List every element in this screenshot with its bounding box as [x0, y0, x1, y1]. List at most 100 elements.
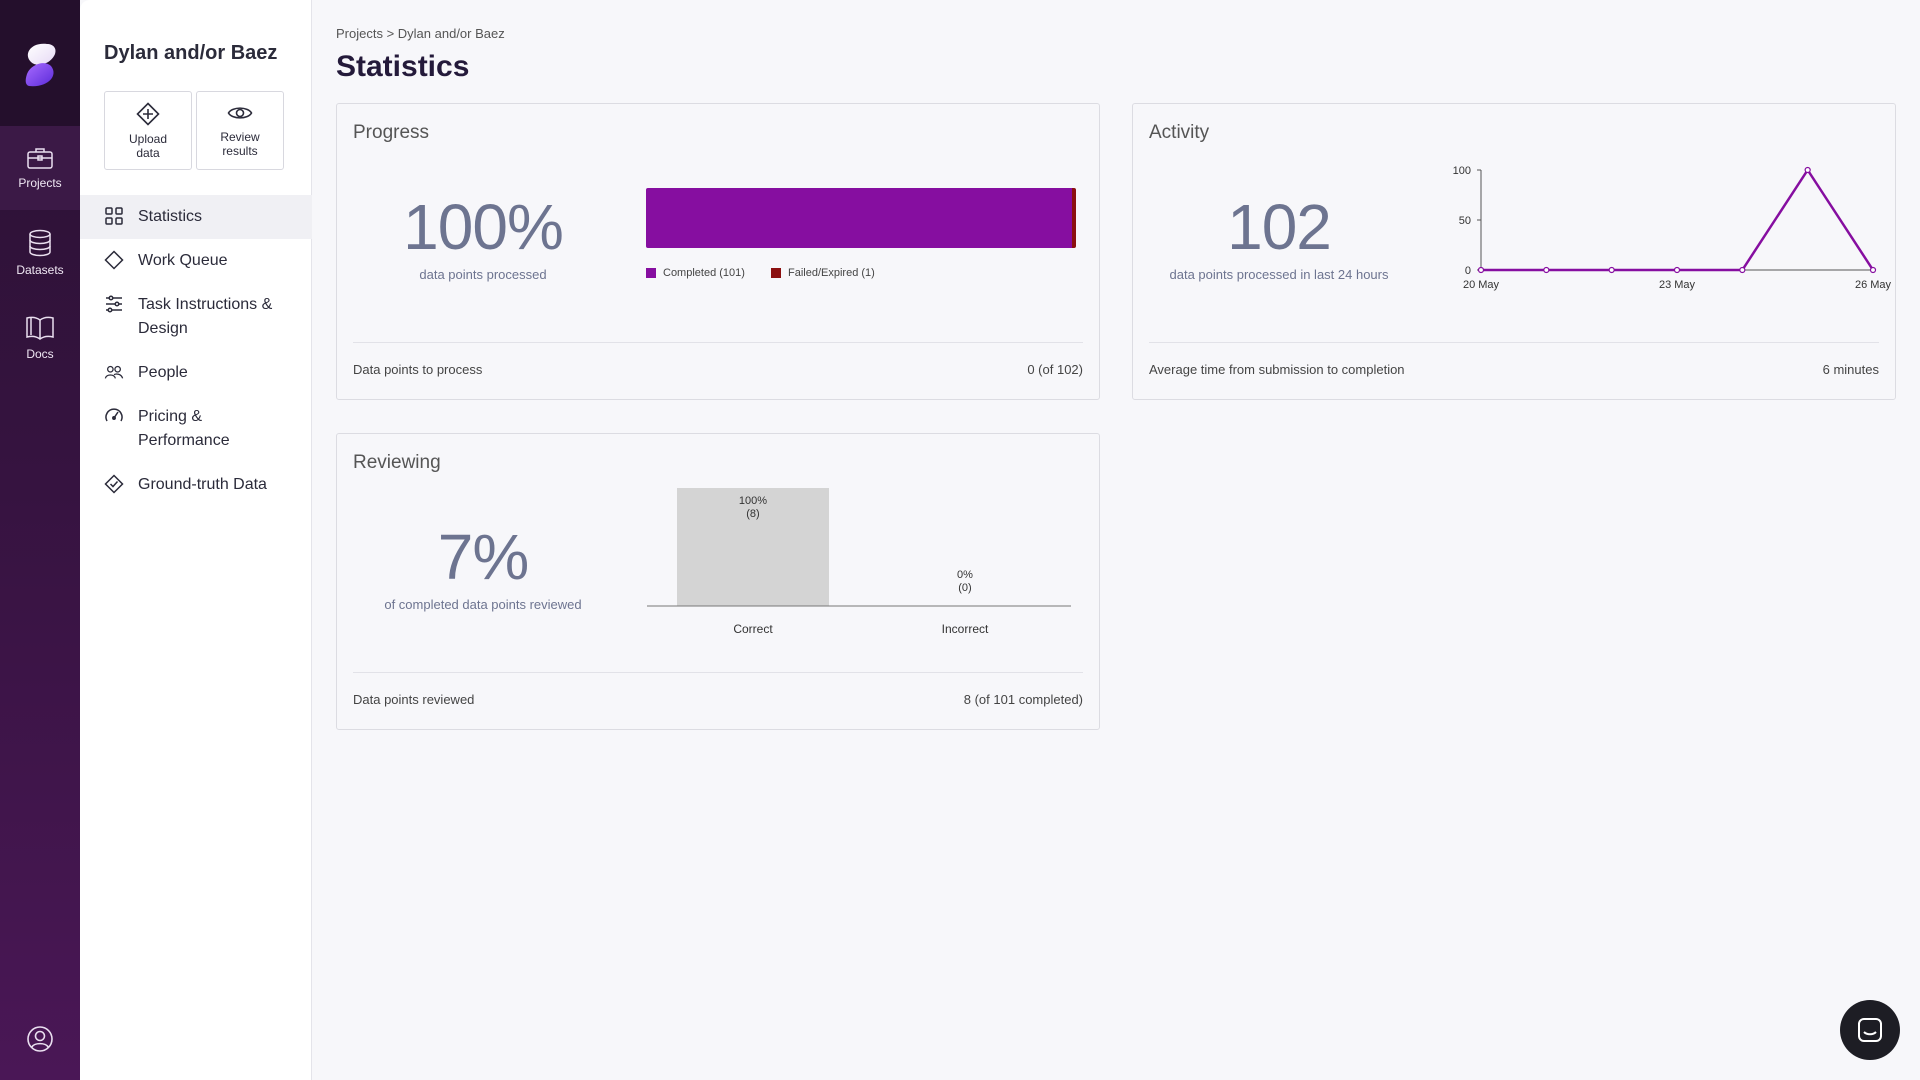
nav-label: Work Queue: [138, 252, 228, 269]
review-results-button[interactable]: Review results: [196, 91, 284, 170]
legend-label: Failed/Expired (1): [788, 267, 875, 279]
nav-label: Ground-truth Data: [138, 476, 267, 493]
project-title: Dylan and/or Baez: [104, 42, 278, 64]
divider: [353, 342, 1083, 343]
review-percent-label: of completed data points reviewed: [384, 597, 582, 612]
review-label-1: Review: [220, 130, 260, 144]
rail-item-label: Docs: [26, 347, 54, 361]
breadcrumb[interactable]: Projects > Dylan and/or Baez: [336, 26, 505, 41]
activity-point: [1869, 266, 1877, 274]
activity-line: [1481, 167, 1875, 272]
nav-item-people[interactable]: People: [80, 351, 312, 395]
legend-failed: Failed/Expired (1): [771, 267, 875, 279]
progress-bar-completed: [646, 188, 1072, 248]
rail-item-docs[interactable]: Docs: [0, 296, 80, 380]
progress-bar: [646, 188, 1076, 248]
nav-item-statistics[interactable]: Statistics: [80, 195, 312, 239]
diamond-icon: [104, 250, 124, 270]
reviewing-card: Reviewing 7% of completed data points re…: [336, 433, 1100, 730]
activity-point: [1804, 166, 1811, 174]
y-tick-label: 0: [1465, 265, 1471, 277]
account-button[interactable]: [0, 1014, 80, 1064]
footer-value: 0 (of 102): [1027, 362, 1083, 377]
nav-label-line1: Pricing &: [138, 408, 203, 425]
footer-value: 6 minutes: [1822, 362, 1879, 377]
rail-item-label: Datasets: [16, 263, 64, 277]
bar-data-label: (0): [958, 582, 971, 594]
nav-label: Statistics: [138, 208, 203, 225]
nav-label-line2: Performance: [138, 432, 230, 449]
footer-value: 8 (of 101 completed): [963, 692, 1083, 707]
progress-card: Progress 100% data points processed Comp…: [336, 103, 1100, 400]
project-nav: Statistics Work Queue Task Instructions …: [80, 195, 312, 507]
activity-point: [1739, 266, 1746, 274]
page-title: Statistics: [336, 50, 470, 83]
footer-label: Data points reviewed: [353, 692, 475, 707]
card-title: Activity: [1149, 122, 1210, 143]
nav-item-ground-truth[interactable]: Ground-truth Data: [80, 463, 312, 507]
bar-data-label: 0%: [957, 569, 973, 581]
activity-point: [1673, 266, 1681, 274]
rail-item-datasets[interactable]: Datasets: [0, 211, 80, 295]
bar-data-label: 100%: [739, 495, 767, 507]
logo-icon: [25, 43, 56, 87]
upload-diamond-icon: [136, 102, 160, 126]
x-tick-label: 20 May: [1463, 279, 1500, 291]
rail-item-label: Projects: [18, 176, 62, 190]
upload-label-2: data: [136, 146, 160, 160]
grid-icon: [105, 207, 123, 225]
upload-data-button[interactable]: Upload data: [104, 91, 192, 170]
activity-count: 102: [1227, 191, 1332, 263]
chat-icon: [1858, 1018, 1882, 1042]
briefcase-icon: [27, 148, 53, 169]
review-percent: 7%: [437, 521, 530, 593]
progress-bar-failed: [1071, 188, 1076, 248]
bar-data-label: (8): [746, 508, 759, 520]
check-diamond-icon: [104, 474, 124, 494]
nav-item-work-queue[interactable]: Work Queue: [80, 239, 312, 283]
bar-category-label: Incorrect: [941, 622, 989, 636]
people-icon: [104, 365, 124, 379]
review-bar-chart: 100%(8) 0%(0): [647, 488, 1071, 607]
project-sidebar: Dylan and/or Baez Upload data Review res…: [80, 0, 312, 1080]
user-circle-icon: [27, 1026, 53, 1052]
legend-label: Completed (101): [663, 267, 745, 279]
legend-swatch: [646, 268, 656, 278]
progress-percent-label: data points processed: [419, 267, 547, 282]
footer-label: Data points to process: [353, 362, 483, 377]
card-title: Progress: [353, 122, 430, 143]
card-title: Reviewing: [353, 452, 441, 473]
rail-item-projects[interactable]: Projects: [0, 126, 80, 210]
activity-line-chart: 0 50 100 20 May 23 May 26 May: [1453, 165, 1892, 291]
book-icon: [26, 316, 54, 340]
gauge-icon: [105, 408, 123, 422]
x-tick-label: 26 May: [1855, 279, 1892, 291]
eye-icon: [227, 107, 253, 119]
divider: [1149, 342, 1879, 343]
legend-completed: Completed (101): [646, 267, 745, 279]
divider: [353, 672, 1083, 673]
database-icon: [29, 229, 51, 257]
upload-label-1: Upload: [128, 132, 168, 146]
nav-label-line1: Task Instructions &: [138, 296, 273, 313]
activity-card: Activity 102 data points processed in la…: [1132, 103, 1896, 400]
app-logo[interactable]: [0, 0, 80, 130]
activity-count-label: data points processed in last 24 hours: [1169, 267, 1389, 282]
x-tick-label: 23 May: [1659, 279, 1696, 291]
app-rail: Projects Datasets Docs: [0, 0, 80, 1080]
activity-point: [1477, 266, 1485, 274]
footer-label: Average time from submission to completi…: [1149, 362, 1405, 377]
legend-swatch: [771, 268, 781, 278]
nav-item-task-instructions[interactable]: Task Instructions & Design: [80, 283, 312, 351]
nav-label-line2: Design: [138, 320, 188, 337]
y-tick-label: 50: [1459, 215, 1471, 227]
nav-label: People: [138, 364, 188, 381]
chat-launcher-button[interactable]: [1840, 1000, 1900, 1060]
progress-percent: 100%: [403, 191, 564, 263]
review-label-2: results: [222, 144, 258, 158]
sliders-icon: [106, 295, 122, 313]
activity-point: [1608, 266, 1615, 274]
bar-category-label: Correct: [733, 622, 773, 636]
review-bar: [677, 488, 829, 606]
nav-item-pricing[interactable]: Pricing & Performance: [80, 395, 312, 463]
